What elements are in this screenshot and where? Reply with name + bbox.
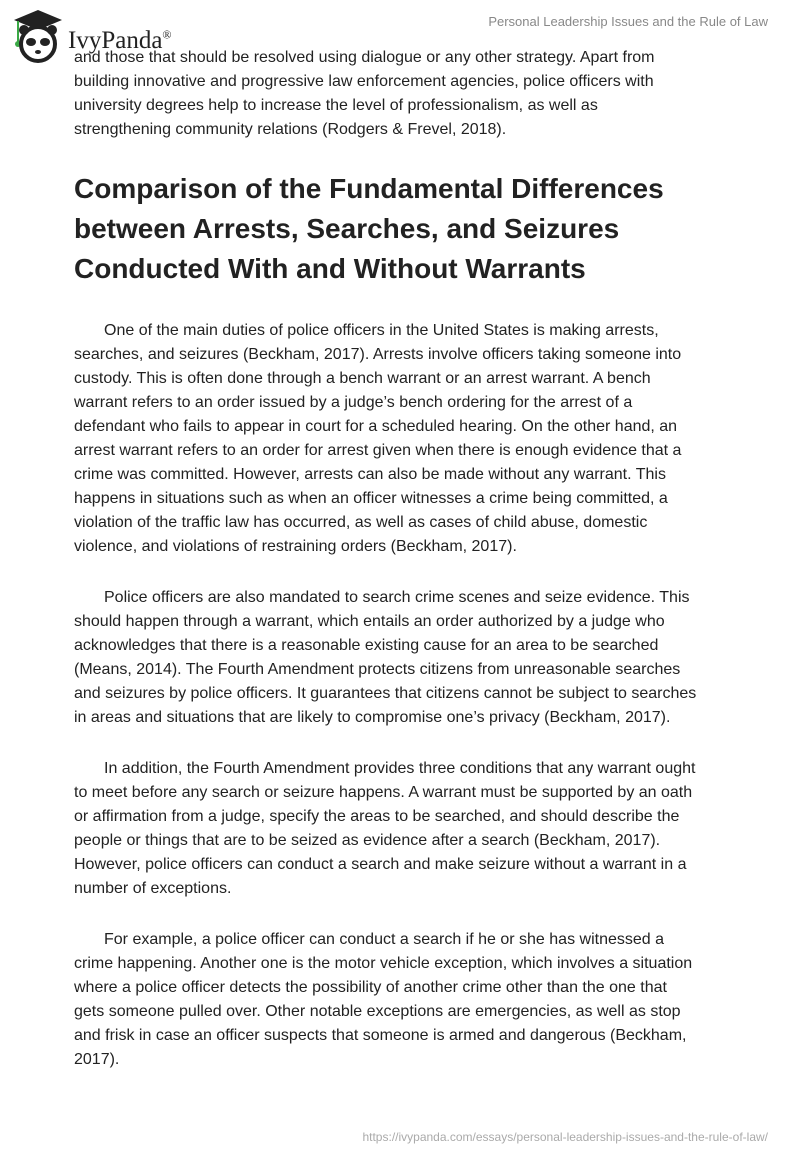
registered-mark: ® <box>162 27 172 42</box>
text-line: For example, a police officer can conduc… <box>104 931 665 948</box>
document-title: Personal Leadership Issues and the Rule … <box>488 14 768 29</box>
section-heading: Comparison of the Fundamental Difference… <box>74 169 744 289</box>
text-line: Comparison of the Fundamental Difference… <box>74 173 664 204</box>
text-line: number of exceptions. <box>74 880 232 897</box>
paragraph: One of the main duties of police officer… <box>74 319 744 559</box>
paragraph: Police officers are also mandated to sea… <box>74 586 744 730</box>
text-line: Conducted With and Without Warrants <box>74 253 586 284</box>
text-line: and frisk in case an officer suspects th… <box>74 1027 687 1044</box>
paragraph: For example, a police officer can conduc… <box>74 928 744 1072</box>
text-line: between Arrests, Searches, and Seizures <box>74 213 620 244</box>
text-line: One of the main duties of police officer… <box>104 322 659 339</box>
text-line: acknowledges that there is a reasonable … <box>74 637 659 654</box>
page-header: IvyPanda® Personal Leadership Issues and… <box>0 0 800 70</box>
essay-content: and those that should be resolved using … <box>74 46 744 1099</box>
text-line: people or things that are to be seized a… <box>74 832 661 849</box>
paragraph: In addition, the Fourth Amendment provid… <box>74 757 744 901</box>
text-line: violence, and violations of restraining … <box>74 538 517 555</box>
text-line: Police officers are also mandated to sea… <box>104 589 690 606</box>
text-line: crime was committed. However, arrests ca… <box>74 466 666 483</box>
section-paragraphs: One of the main duties of police officer… <box>74 319 744 1072</box>
logo-text: IvyPanda <box>68 27 163 54</box>
panda-graduate-icon <box>14 10 62 63</box>
text-line: university degrees help to increase the … <box>74 97 598 114</box>
text-line: and seizures by police officers. It guar… <box>74 685 697 702</box>
text-line: should happen through a warrant, which e… <box>74 613 665 630</box>
paragraph: and those that should be resolved using … <box>74 46 744 142</box>
footer-url[interactable]: https://ivypanda.com/essays/personal-lea… <box>362 1130 768 1144</box>
text-line: in areas and situations that are likely … <box>74 709 671 726</box>
text-line: crime happening. Another one is the moto… <box>74 955 693 972</box>
ivypanda-logo[interactable]: IvyPanda® <box>12 8 172 64</box>
text-line: gets someone pulled over. Other notable … <box>74 1003 681 1020</box>
text-line: warrant refers to an order issued by a j… <box>74 394 633 411</box>
text-line: violation of the traffic law has occurre… <box>74 514 648 531</box>
text-line: In addition, the Fourth Amendment provid… <box>104 760 696 777</box>
text-line: (Means, 2014). The Fourth Amendment prot… <box>74 661 681 678</box>
text-line: to meet before any search or seizure hap… <box>74 784 693 801</box>
intro-paragraphs: and those that should be resolved using … <box>74 46 744 142</box>
text-line: strengthening community relations (Rodge… <box>74 121 507 138</box>
text-line: or affirmation from a judge, specify the… <box>74 808 680 825</box>
text-line: building innovative and progressive law … <box>74 73 654 90</box>
text-line: and those that should be resolved using … <box>74 49 655 66</box>
text-line: where a police officer detects the possi… <box>74 979 667 996</box>
text-line: However, police officers can conduct a s… <box>74 856 687 873</box>
text-line: happens in situations such as when an of… <box>74 490 668 507</box>
text-line: 2017). <box>74 1051 120 1068</box>
text-line: custody. This is often done through a be… <box>74 370 651 387</box>
text-line: searches, and seizures (Beckham, 2017). … <box>74 346 682 363</box>
text-line: defendant who fails to appear in court f… <box>74 418 678 435</box>
text-line: arrest warrant refers to an order for ar… <box>74 442 682 459</box>
